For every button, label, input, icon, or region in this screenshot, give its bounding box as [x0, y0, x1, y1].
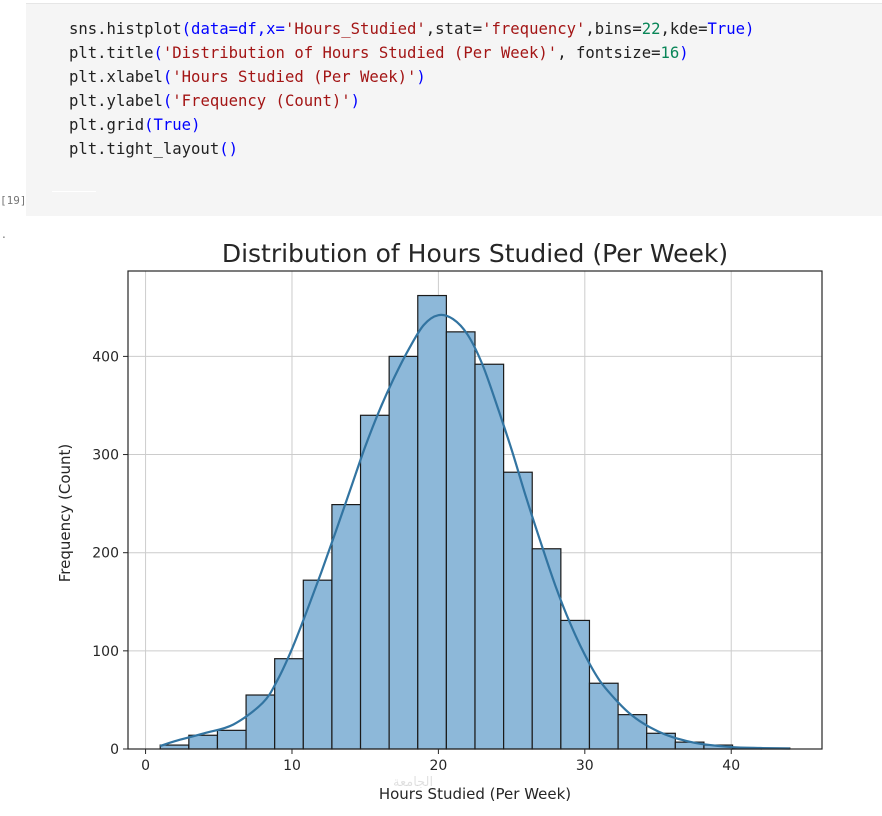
histogram-bar: [445, 331, 476, 750]
y-tick-label: 100: [92, 644, 119, 660]
y-tick-label: 0: [110, 742, 119, 758]
histogram-bar: [417, 294, 447, 750]
histogram-bar: [388, 355, 419, 750]
code-editor[interactable]: sns.histplot(data=df,x='Hours_Studied',s…: [69, 17, 754, 161]
watermark: الجامعة: [393, 775, 434, 790]
code-line-4: plt.ylabel('Frequency (Count)'): [69, 92, 361, 110]
histogram-bar: [302, 579, 333, 750]
histogram-bar: [216, 729, 247, 750]
histogram-bar: [617, 714, 648, 750]
code-cell[interactable]: sns.histplot(data=df,x='Hours_Studied',s…: [26, 3, 882, 216]
histogram-bar: [331, 504, 362, 750]
output-marker: .: [2, 227, 6, 241]
x-tick-label: 20: [429, 758, 447, 774]
histogram-bar: [503, 471, 533, 750]
histogram-bar: [588, 682, 619, 750]
histogram-bar: [274, 658, 304, 750]
code-line-2: plt.title('Distribution of Hours Studied…: [69, 44, 689, 62]
histogram-bars: [159, 294, 791, 750]
x-axis-label: Hours Studied (Per Week): [379, 785, 571, 803]
x-tick-label: 40: [722, 758, 740, 774]
kde-line: [159, 313, 790, 750]
execution-count: [19]: [0, 194, 27, 207]
y-tick-label: 200: [92, 546, 119, 562]
editor-cursor-line: [52, 191, 96, 192]
code-line-6: plt.tight_layout(): [69, 140, 238, 158]
chart-title: Distribution of Hours Studied (Per Week): [222, 239, 728, 268]
histogram-bar: [531, 548, 562, 750]
code-line-3: plt.xlabel('Hours Studied (Per Week)'): [69, 68, 426, 86]
x-tick-label: 0: [141, 758, 150, 774]
x-axis-ticks: 0 10 20 30 40: [141, 749, 740, 774]
x-tick-label: 10: [283, 758, 301, 774]
histogram-bar: [560, 619, 591, 750]
y-tick-label: 400: [92, 349, 119, 365]
kde-curve: [159, 313, 790, 750]
histogram-bar: [359, 414, 390, 750]
x-tick-label: 30: [576, 758, 594, 774]
y-tick-label: 300: [92, 448, 119, 464]
histogram-bar: [474, 363, 505, 750]
code-line-1: sns.histplot(data=df,x='Hours_Studied',s…: [69, 20, 755, 38]
plot-frame: [127, 270, 823, 750]
histogram-bar: [245, 694, 276, 750]
code-line-5: plt.grid(True): [69, 116, 201, 134]
y-axis-ticks: 0 100 200 300 400: [92, 349, 128, 758]
y-axis-label: Frequency (Count): [56, 444, 74, 583]
histogram-chart: Distribution of Hours Studied (Per Week)…: [56, 239, 823, 803]
